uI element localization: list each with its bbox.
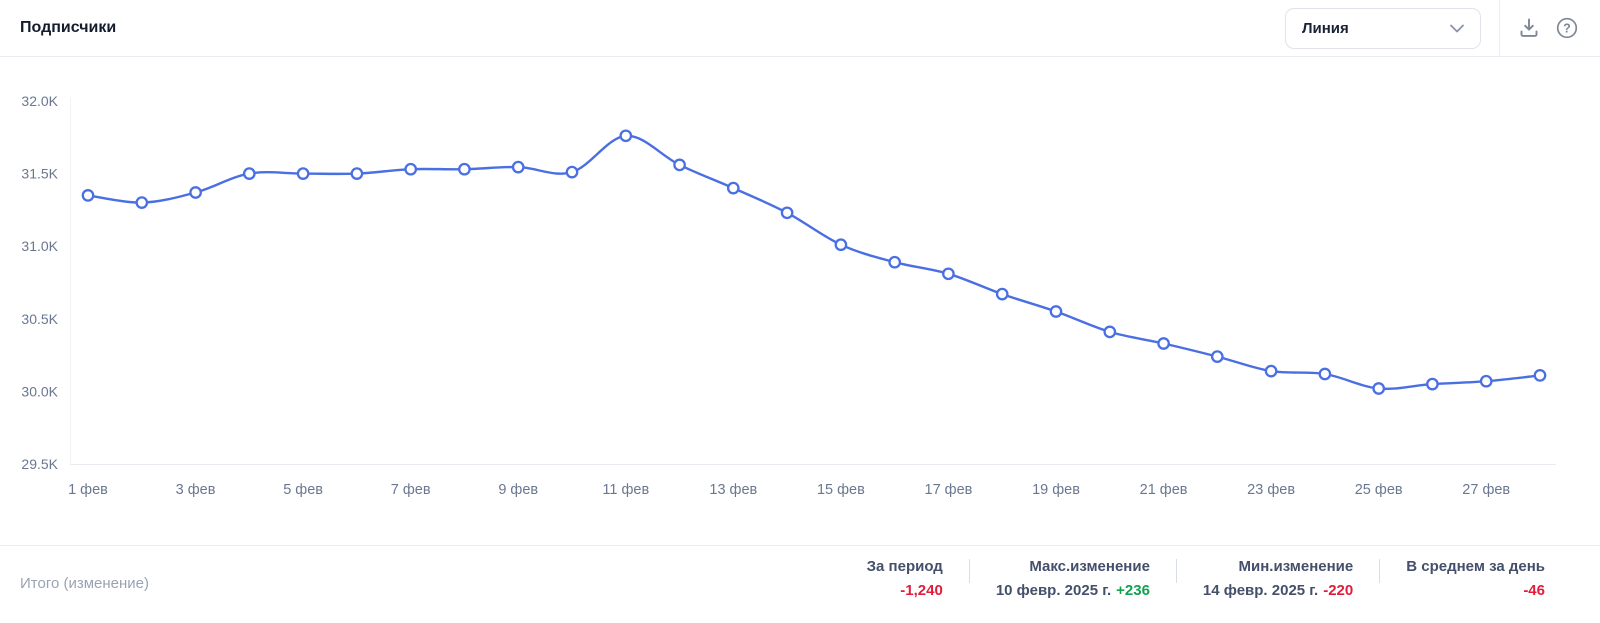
stat-value: +236: [1116, 582, 1150, 599]
download-button[interactable]: [1510, 9, 1548, 47]
page-title: Подписчики: [20, 19, 117, 36]
y-tick-label: 32.0K: [21, 93, 58, 109]
data-point[interactable]: [1103, 325, 1117, 339]
stat-divider: [968, 559, 970, 583]
data-point[interactable]: [888, 255, 902, 269]
data-point[interactable]: [296, 167, 310, 180]
chart-type-select[interactable]: Линия: [1285, 7, 1481, 49]
x-tick-label: 19 фев: [1032, 482, 1080, 498]
footer: Итого (изменение) За период -1,240 Макс.…: [0, 545, 1600, 623]
x-tick-label: 9 фев: [498, 482, 538, 498]
data-point[interactable]: [1372, 382, 1386, 395]
data-point[interactable]: [1157, 337, 1170, 350]
x-tick-label: 1 фев: [68, 482, 108, 498]
data-point[interactable]: [1479, 374, 1493, 388]
y-tick-label: 29.5K: [21, 456, 58, 472]
help-icon: ?: [1556, 17, 1578, 39]
stat-label: В среднем за день: [1406, 558, 1545, 575]
x-tick-label: 21 фев: [1140, 482, 1188, 498]
stat-label: Макс.изменение: [1029, 558, 1150, 575]
stats-row: За период -1,240 Макс.изменение 10 февр.…: [841, 558, 1545, 623]
stat-max-change: Макс.изменение 10 февр. 2025 г. +236: [970, 558, 1176, 599]
x-tick-label: 3 фев: [176, 482, 216, 498]
data-point[interactable]: [1049, 305, 1063, 318]
data-point[interactable]: [1426, 377, 1439, 391]
stat-min-change: Мин.изменение 14 февр. 2025 г. -220: [1177, 558, 1379, 599]
data-point[interactable]: [81, 189, 95, 202]
total-change-label: Итого (изменение): [20, 575, 150, 592]
y-tick-label: 30.0K: [21, 383, 58, 399]
stat-value: -46: [1523, 582, 1545, 599]
stat-label: Мин.изменение: [1238, 558, 1354, 575]
data-point[interactable]: [673, 158, 686, 172]
data-point[interactable]: [619, 129, 633, 143]
chart-section: 32.0K 31.5K 31.0K 30.5K 30.0K 29.5K 1 фев 3 фев…: [0, 57, 1600, 545]
chart-type-value: Линия: [1302, 19, 1349, 37]
header-divider: [1499, 0, 1500, 57]
x-tick-label: 5 фев: [283, 482, 323, 498]
stat-date: 14 февр. 2025 г.: [1202, 582, 1319, 599]
data-point[interactable]: [1533, 369, 1547, 382]
help-button[interactable]: ?: [1548, 9, 1586, 47]
data-point[interactable]: [404, 162, 418, 176]
stat-value: -1,240: [900, 582, 943, 599]
data-point[interactable]: [1264, 364, 1278, 378]
data-point[interactable]: [780, 206, 794, 220]
data-point[interactable]: [1210, 350, 1224, 363]
x-tick-label: 7 фев: [391, 482, 431, 498]
x-tick-label: 13 фев: [709, 482, 757, 498]
x-tick-label: 15 фев: [817, 482, 865, 498]
chevron-down-icon: [1450, 24, 1464, 32]
stat-divider: [1175, 559, 1177, 583]
y-tick-label: 30.5K: [21, 311, 58, 327]
stat-value: -220: [1323, 582, 1354, 599]
data-point[interactable]: [511, 160, 525, 174]
x-tick-label: 25 фев: [1355, 482, 1403, 498]
data-point[interactable]: [189, 186, 202, 199]
x-tick-label: 27 фев: [1462, 482, 1510, 498]
stat-label: За период: [866, 558, 943, 575]
stat-divider: [1379, 559, 1381, 583]
series-line: [86, 134, 1542, 391]
header: Подписчики Линия ?: [0, 0, 1600, 57]
data-point[interactable]: [942, 267, 955, 281]
download-icon: [1520, 18, 1538, 37]
data-point[interactable]: [1318, 367, 1332, 381]
x-tick-label: 17 фев: [925, 482, 973, 498]
header-controls: Линия ?: [1285, 0, 1586, 57]
stat-period: За период -1,240: [841, 558, 969, 599]
data-point[interactable]: [995, 287, 1009, 301]
stat-date: 10 февр. 2025 г.: [995, 582, 1112, 599]
x-tick-label: 23 фев: [1247, 482, 1295, 498]
data-point[interactable]: [350, 167, 364, 180]
y-tick-label: 31.5K: [21, 166, 58, 182]
data-point[interactable]: [135, 196, 149, 209]
x-tick-label: 11 фев: [602, 482, 649, 498]
y-tick-label: 31.0K: [21, 238, 58, 254]
svg-text:?: ?: [1563, 21, 1571, 35]
data-point[interactable]: [458, 162, 471, 176]
data-point[interactable]: [565, 165, 579, 179]
subscribers-line-chart: 32.0K 31.5K 31.0K 30.5K 30.0K 29.5K 1 фев 3 фев…: [21, 93, 1556, 498]
data-point[interactable]: [242, 167, 256, 180]
data-point[interactable]: [726, 181, 740, 195]
stat-daily-average: В среднем за день -46: [1380, 558, 1545, 599]
data-point[interactable]: [834, 238, 848, 252]
